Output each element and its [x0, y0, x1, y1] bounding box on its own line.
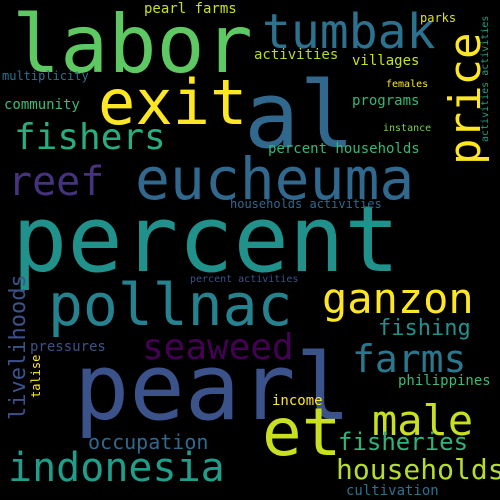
word-indonesia: indonesia: [8, 445, 225, 491]
word-pressures: pressures: [30, 339, 106, 355]
word-ganzon: ganzon: [322, 274, 474, 323]
word-cultivation: cultivation: [346, 483, 439, 499]
word-instance: instance: [383, 123, 432, 134]
word-fishers: fishers: [14, 117, 166, 158]
word-fisheries: fisheries: [338, 428, 469, 456]
word-eucheuma: eucheuma: [135, 145, 415, 213]
word-exit: exit: [98, 66, 248, 139]
word-livelihoods: livelihoods: [6, 274, 31, 420]
word-talise: talise: [29, 354, 43, 398]
word-activities: activities: [254, 47, 339, 63]
word-households: households: [336, 453, 500, 486]
word-reef: reef: [8, 159, 105, 205]
word-et: et: [262, 394, 342, 471]
word-percent-households: percent households: [268, 141, 420, 157]
word-percent-activities: percent activities: [190, 274, 299, 285]
word-male: male: [372, 396, 474, 445]
word-community: community: [4, 97, 80, 113]
word-tumbak: tumbak: [262, 4, 436, 60]
word-pearl-farms: pearl farms: [144, 1, 237, 17]
word-percent: percent: [12, 186, 400, 293]
word-parks: parks: [420, 11, 457, 25]
word-income: income: [272, 393, 323, 409]
word-farms: farms: [352, 337, 467, 381]
word-activities-activities: activities activities: [480, 15, 491, 142]
word-al: al: [244, 62, 355, 169]
word-pearl: pearl: [74, 334, 351, 441]
word-villages: villages: [352, 53, 420, 69]
word-occupation: occupation: [88, 430, 209, 454]
word-pollnac: pollnac: [48, 271, 293, 339]
word-seaweed: seaweed: [142, 327, 294, 368]
word-females: females: [386, 79, 429, 90]
word-households-activities: households activities: [230, 197, 382, 211]
word-multiplicity: multiplicity: [2, 69, 89, 83]
word-fishing: fishing: [378, 316, 471, 341]
word-philippines: philippines: [398, 373, 491, 389]
word-labor: labor: [12, 0, 253, 91]
word-programs: programs: [352, 93, 420, 109]
